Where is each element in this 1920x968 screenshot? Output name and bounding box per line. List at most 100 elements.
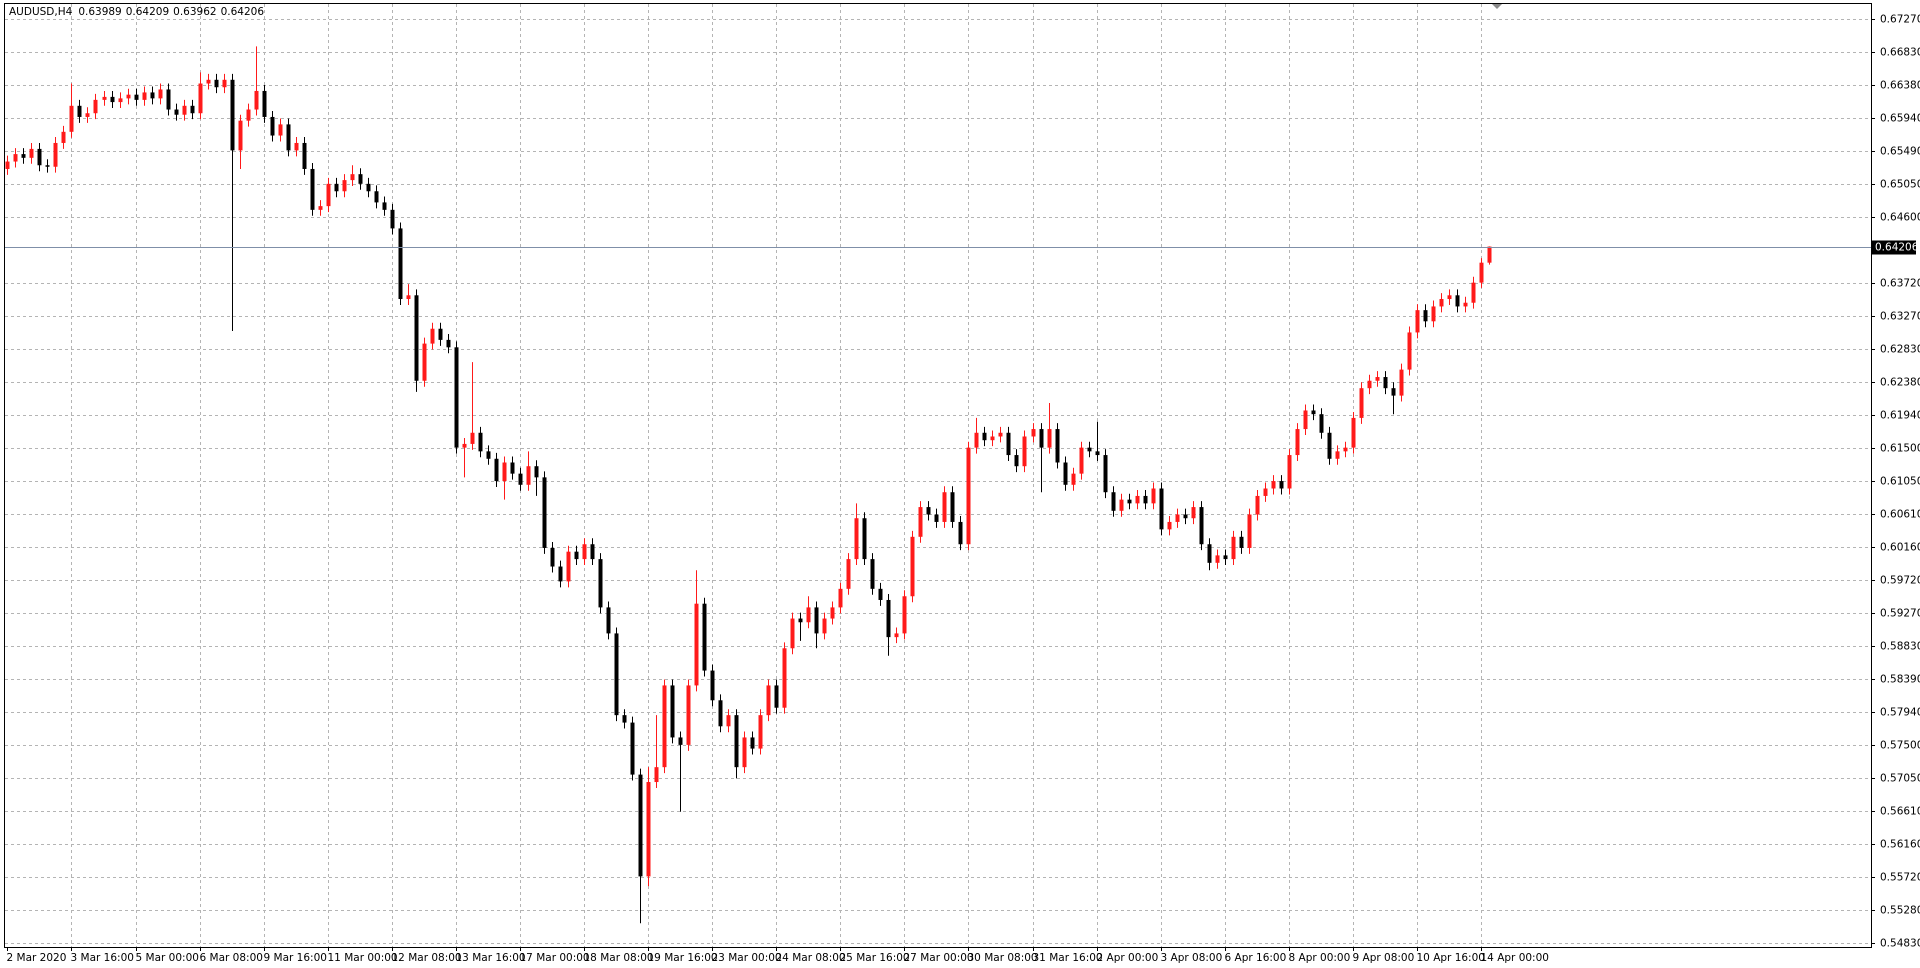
shift-marker	[1492, 4, 1502, 9]
candle-body	[1055, 429, 1060, 463]
x-tick-label: 18 Mar 08:00	[584, 952, 654, 964]
candle-body	[862, 518, 867, 560]
candle-body	[302, 142, 307, 169]
y-tick-label: 0.65050	[1880, 179, 1920, 191]
candle-body	[190, 105, 195, 114]
candle-body	[1463, 302, 1468, 307]
x-tick-label: 30 Mar 08:00	[968, 952, 1038, 964]
candle-body	[974, 432, 979, 448]
candle-body	[942, 492, 947, 522]
candle-body	[1287, 455, 1292, 489]
candle-body	[166, 89, 171, 110]
candle-body	[1319, 414, 1324, 433]
candle-body	[37, 148, 42, 166]
candle-body	[454, 347, 459, 448]
candle-body	[1215, 555, 1220, 563]
candle-body	[1079, 447, 1084, 474]
candle-body	[670, 685, 675, 738]
candle-body	[1391, 388, 1396, 396]
x-tick-label: 2 Mar 2020	[7, 952, 67, 964]
candle-body	[726, 715, 731, 727]
candle-body	[934, 514, 939, 522]
y-tick-label: 0.58390	[1880, 674, 1920, 686]
candle-body	[390, 209, 395, 229]
y-tick-label: 0.54830	[1880, 938, 1920, 950]
candle-body	[1439, 299, 1444, 307]
candle-body	[1006, 432, 1011, 456]
candle-body	[214, 79, 219, 88]
x-tick-label: 6 Mar 08:00	[200, 952, 263, 964]
candle-body	[1471, 282, 1476, 303]
x-tick-label: 24 Mar 08:00	[776, 952, 846, 964]
candle-body	[542, 477, 547, 548]
candle-body	[558, 566, 563, 582]
candle-body	[606, 607, 611, 634]
candle-body	[998, 432, 1003, 437]
candle-body	[1327, 432, 1332, 459]
candle-body	[102, 96, 107, 100]
candle-body	[118, 98, 123, 103]
y-tick-label: 0.66830	[1880, 47, 1920, 59]
candle-body	[742, 737, 747, 768]
candle-body	[430, 328, 435, 344]
x-tick-label: 13 Mar 16:00	[456, 952, 526, 964]
candle-body	[254, 90, 259, 110]
candle-body	[1479, 262, 1484, 283]
candle-body	[310, 168, 315, 210]
candle-body	[1119, 499, 1124, 511]
candle-body	[1167, 521, 1172, 530]
candle-body	[1159, 488, 1164, 530]
x-tick-label: 12 Mar 08:00	[392, 952, 462, 964]
x-tick-label: 2 Apr 00:00	[1097, 952, 1159, 964]
candle-body	[1303, 410, 1308, 430]
candle-body	[1415, 310, 1420, 333]
candle-body	[582, 544, 587, 560]
candle-body	[1087, 447, 1092, 452]
candle-body	[1247, 514, 1252, 548]
candle-body	[1151, 488, 1156, 504]
candle-body	[1455, 295, 1460, 307]
candle-body	[1143, 495, 1148, 504]
x-tick-label: 19 Mar 16:00	[648, 952, 718, 964]
x-tick-label: 3 Apr 08:00	[1161, 952, 1223, 964]
candle-body	[406, 295, 411, 300]
candle-body	[1175, 514, 1180, 522]
x-tick-label: 9 Apr 08:00	[1353, 952, 1415, 964]
candle-body	[29, 148, 34, 158]
last-high: 0.64209	[126, 6, 169, 18]
candle-body	[590, 544, 595, 560]
candle-body	[1014, 455, 1019, 467]
x-tick-label: 9 Mar 16:00	[264, 952, 327, 964]
candle-body	[1487, 246, 1492, 263]
x-tick-label: 8 Apr 00:00	[1289, 952, 1351, 964]
candle-body	[1279, 481, 1284, 489]
candle-body	[1183, 514, 1188, 519]
candle-body	[1311, 410, 1316, 415]
candle-body	[198, 83, 203, 114]
candle-body	[326, 183, 331, 207]
candle-body	[45, 165, 50, 167]
last-price-box	[1872, 240, 1916, 255]
candle-body	[230, 79, 235, 151]
candle-body	[1263, 488, 1268, 496]
candle-body	[150, 92, 155, 99]
candle-body	[766, 685, 771, 716]
candle-body	[13, 154, 18, 162]
y-tick-label: 0.62380	[1880, 377, 1920, 389]
candle-body	[398, 228, 403, 300]
candle-body	[1039, 429, 1044, 448]
candle-body	[574, 551, 579, 560]
candle-body	[174, 109, 179, 115]
candle-body	[182, 105, 187, 115]
candle-body	[790, 618, 795, 649]
candle-body	[438, 328, 443, 340]
candle-body	[1375, 377, 1380, 381]
last-price-label: 0.64206	[1875, 242, 1919, 254]
y-tick-label: 0.59720	[1880, 575, 1920, 587]
candle-body	[630, 722, 635, 775]
candle-body	[806, 607, 811, 623]
candle-body	[854, 518, 859, 560]
candle-body	[878, 588, 883, 600]
candle-body	[902, 596, 907, 634]
grid	[5, 4, 1871, 947]
